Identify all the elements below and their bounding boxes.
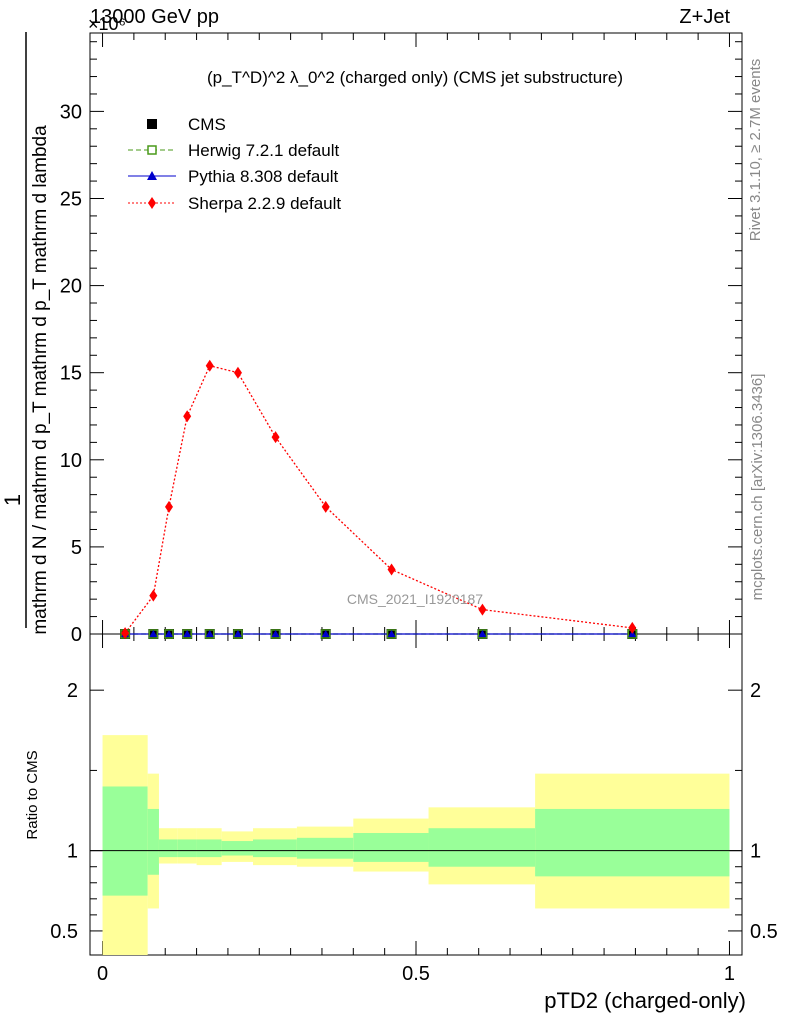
- ratio-band-inner-3: [177, 839, 197, 858]
- ratio-y-axis-label: Ratio to CMS: [24, 750, 41, 839]
- ratio-band-inner-6: [253, 839, 297, 858]
- ratio-band-inner-8: [353, 833, 429, 862]
- ratio-xtick-label: 0: [97, 963, 108, 985]
- y-exponent: ×10⁶: [88, 14, 126, 34]
- pythia-point: [321, 630, 330, 637]
- sherpa-point: [121, 627, 130, 640]
- main-ytick-label: 10: [60, 450, 82, 472]
- main-ytick-label: 20: [60, 276, 82, 298]
- ratio-ytick-label: 1: [67, 841, 78, 863]
- pythia-point: [205, 630, 214, 637]
- legend-label: Herwig 7.2.1 default: [188, 141, 339, 160]
- main-ytick-label: 0: [71, 624, 82, 646]
- ratio-band-inner-1: [147, 808, 159, 875]
- main-plot-layer: [120, 359, 638, 640]
- main-ylabel-denominator: mathrm d N / mathrm d p_T mathrm d p_T m…: [30, 125, 51, 635]
- legend-sherpa-marker: [148, 197, 156, 209]
- chart-title: (p_T^D)^2 λ_0^2 (charged only) (CMS jet …: [207, 68, 623, 87]
- rivet-label: Rivet 3.1.10, ≥ 2.7M events: [747, 59, 764, 242]
- legend-cms-marker: [147, 119, 157, 129]
- main-ytick-label: 25: [60, 188, 82, 210]
- header-left-label: 13000 GeV pp: [90, 6, 219, 28]
- legend: CMS Herwig 7.2.1 default Pythia 8.308 defa…: [128, 115, 341, 213]
- pythia-point: [164, 630, 173, 637]
- legend-label: CMS: [188, 115, 226, 134]
- legend-label: Sherpa 2.2.9 default: [188, 194, 341, 213]
- main-ytick-label: 15: [60, 363, 82, 385]
- sherpa-point: [321, 500, 330, 513]
- sherpa-point: [387, 563, 396, 576]
- sherpa-point: [164, 500, 173, 513]
- main-ytick-label: 5: [71, 537, 82, 559]
- ratio-band-inner-9: [428, 828, 536, 867]
- x-axis-label: pTD2 (charged-only): [544, 988, 746, 1013]
- sherpa-point: [149, 589, 158, 602]
- ratio-xtick-label: 0.5: [402, 963, 430, 985]
- pythia-point: [271, 630, 280, 637]
- pythia-point: [478, 630, 487, 637]
- ratio-plot-frame: 0 0.5 1 0.5 0.5 1 1 2 2: [50, 633, 778, 985]
- ratio-xtick-label: 1: [724, 963, 735, 985]
- ratio-plot-layer: [90, 735, 742, 955]
- sherpa-point: [205, 359, 214, 372]
- legend-label: Pythia 8.308 default: [188, 167, 339, 186]
- main-ylabel-numerator: 1: [0, 494, 25, 506]
- pythia-point: [387, 630, 396, 637]
- main-plot-frame: 0 5 10 15 20 25 30: [60, 32, 743, 646]
- header-right-label: Z+Jet: [679, 6, 730, 28]
- sherpa-point: [183, 410, 192, 423]
- mcplots-label: mcplots.cern.ch [arXiv:1306.3436]: [749, 374, 766, 601]
- legend-herwig-marker: [147, 145, 157, 155]
- pythia-point: [149, 630, 158, 637]
- sherpa-point: [271, 431, 280, 444]
- sherpa-point: [628, 621, 637, 634]
- ratio-ytick-label: 0.5: [50, 921, 78, 943]
- legend-pythia-marker: [147, 171, 157, 180]
- ratio-ytick-label: 2: [67, 680, 78, 702]
- ratio-ytick-label-right: 1: [750, 841, 761, 863]
- ratio-band-inner-4: [196, 839, 222, 858]
- pythia-point: [183, 630, 192, 637]
- watermark: CMS_2021_I1920187: [347, 591, 483, 607]
- sherpa-point: [233, 366, 242, 379]
- ratio-ytick-label-right: 2: [750, 680, 761, 702]
- main-ytick-label: 30: [60, 101, 82, 123]
- text-layer: (p_T^D)^2 λ_0^2 (charged only) (CMS jet …: [0, 14, 766, 1013]
- ratio-band-inner-5: [221, 841, 253, 856]
- pythia-point: [233, 630, 242, 637]
- ratio-band-inner-0: [102, 786, 148, 896]
- ratio-band-inner-7: [296, 837, 354, 859]
- ratio-band-inner-2: [158, 839, 178, 858]
- sherpa-point: [478, 603, 487, 616]
- ratio-ytick-label-right: 0.5: [750, 921, 778, 943]
- ratio-band-inner-10: [535, 808, 730, 877]
